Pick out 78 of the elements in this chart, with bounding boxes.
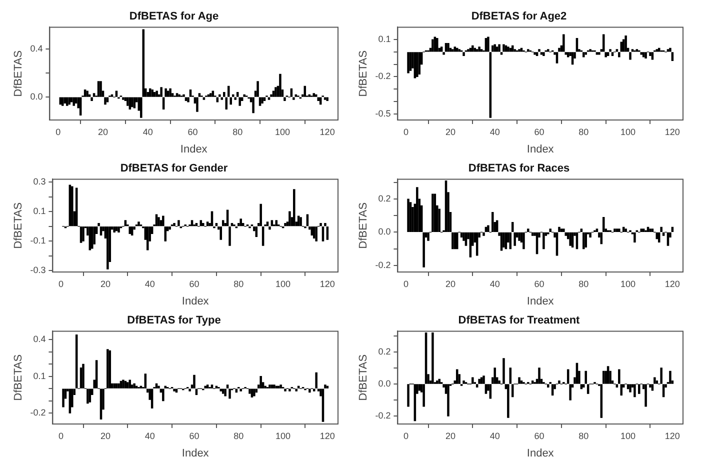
x-tick-label: 100 (274, 126, 290, 137)
y-axis-title: DfBETAS (12, 354, 25, 401)
x-tick-label: 40 (490, 278, 500, 289)
x-tick-label: 100 (276, 430, 291, 441)
x-tick-label: 120 (664, 126, 680, 137)
y-tick-label: 0.0 (30, 92, 43, 102)
x-tick-label: 0 (404, 430, 409, 441)
x-tick-label: 40 (490, 430, 500, 441)
y-tick-label: 0.1 (378, 34, 391, 44)
x-tick-label: 80 (578, 126, 589, 137)
x-tick-label: 120 (320, 126, 335, 137)
x-tick-label: 0 (58, 430, 64, 441)
x-tick-label: 120 (320, 278, 335, 289)
y-tick-label: -0.2 (375, 71, 391, 82)
x-tick-label: 60 (534, 430, 544, 441)
x-tick-label: 120 (664, 430, 680, 441)
x-tick-label: 0 (404, 278, 409, 289)
x-tick-label: 60 (534, 278, 544, 289)
y-tick-label: 0.3 (33, 176, 46, 187)
y-tick-label: 0.2 (378, 194, 391, 204)
x-tick-label: 20 (445, 278, 456, 289)
x-axis-title: Index (182, 447, 210, 460)
chart-title: DfBETAS for Races (468, 162, 570, 175)
y-tick-label: -0.2 (375, 260, 391, 270)
x-tick-label: 40 (490, 126, 500, 137)
x-tick-label: 0 (56, 126, 61, 137)
chart-title: DfBETAS for Age (129, 10, 219, 23)
x-tick-label: 60 (188, 126, 198, 137)
x-tick-label: 20 (445, 430, 456, 441)
y-tick-label: 0.2 (378, 346, 391, 356)
x-tick-label: 40 (144, 430, 155, 441)
x-tick-label: 20 (100, 278, 110, 289)
x-tick-label: 80 (578, 430, 589, 441)
x-tick-label: 80 (578, 278, 589, 289)
y-tick-label: -0.2 (30, 407, 46, 418)
y-tick-label: -0.2 (375, 410, 391, 420)
x-tick-label: 20 (445, 126, 456, 137)
y-tick-label: 0.4 (30, 43, 43, 54)
y-axis-title: DfBETAS (358, 354, 370, 401)
y-tick-label: -0.3 (30, 265, 46, 276)
y-axis-title: DfBETAS (12, 202, 25, 249)
x-tick-label: 60 (189, 430, 200, 441)
x-tick-label: 100 (620, 430, 636, 441)
y-tick-label: 0.1 (33, 370, 46, 381)
y-tick-label: 0.0 (378, 226, 391, 237)
y-axis-title: DfBETAS (358, 202, 370, 249)
y-axis-title: DfBETAS (358, 50, 370, 97)
x-tick-label: 100 (276, 278, 291, 289)
x-tick-label: 100 (620, 126, 636, 137)
y-tick-label: 0.1 (33, 206, 46, 216)
x-axis-title: Index (526, 447, 554, 460)
x-tick-label: 120 (664, 278, 680, 289)
x-axis-title: Index (180, 143, 208, 156)
y-tick-label: 0.0 (378, 378, 391, 388)
y-tick-label: -0.5 (375, 108, 391, 118)
x-tick-label: 120 (320, 430, 335, 441)
y-tick-label: 0.4 (33, 334, 46, 344)
chart-title: DfBETAS for Gender (120, 162, 228, 175)
x-tick-label: 80 (234, 430, 244, 441)
x-tick-label: 0 (58, 278, 64, 289)
y-tick-label: -0.1 (30, 236, 46, 246)
y-axis-title: DfBETAS (12, 50, 25, 97)
x-tick-label: 40 (144, 278, 155, 289)
x-tick-label: 20 (100, 430, 110, 441)
x-tick-label: 60 (189, 278, 200, 289)
x-tick-label: 60 (534, 126, 544, 137)
x-tick-label: 80 (234, 278, 244, 289)
chart-title: DfBETAS for Treatment (458, 314, 580, 327)
x-tick-label: 40 (142, 126, 153, 137)
x-tick-label: 100 (620, 278, 636, 289)
chart-title: DfBETAS for Age2 (471, 10, 567, 23)
x-tick-label: 80 (232, 126, 243, 137)
x-axis-title: Index (526, 143, 554, 156)
x-tick-label: 20 (98, 126, 108, 137)
x-axis-title: Index (526, 295, 554, 308)
x-tick-label: 0 (404, 126, 409, 137)
chart-title: DfBETAS for Type (127, 314, 221, 327)
x-axis-title: Index (182, 295, 210, 308)
